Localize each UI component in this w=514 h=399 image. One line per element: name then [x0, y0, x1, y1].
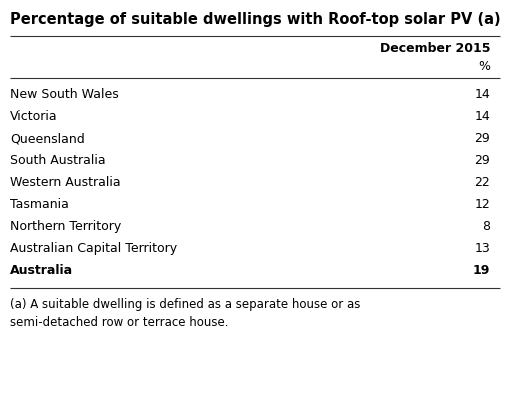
Text: 8: 8 — [482, 220, 490, 233]
Text: (a) A suitable dwelling is defined as a separate house or as: (a) A suitable dwelling is defined as a … — [10, 298, 360, 311]
Text: 29: 29 — [474, 132, 490, 145]
Text: Australian Capital Territory: Australian Capital Territory — [10, 242, 177, 255]
Text: Tasmania: Tasmania — [10, 198, 69, 211]
Text: %: % — [478, 60, 490, 73]
Text: Victoria: Victoria — [10, 110, 58, 123]
Text: Australia: Australia — [10, 264, 73, 277]
Text: 12: 12 — [474, 198, 490, 211]
Text: Western Australia: Western Australia — [10, 176, 121, 189]
Text: 22: 22 — [474, 176, 490, 189]
Text: 19: 19 — [473, 264, 490, 277]
Text: December 2015: December 2015 — [379, 42, 490, 55]
Text: semi-detached row or terrace house.: semi-detached row or terrace house. — [10, 316, 229, 329]
Text: 29: 29 — [474, 154, 490, 167]
Text: Queensland: Queensland — [10, 132, 85, 145]
Text: Percentage of suitable dwellings with Roof-top solar PV (a): Percentage of suitable dwellings with Ro… — [10, 12, 501, 27]
Text: South Australia: South Australia — [10, 154, 105, 167]
Text: New South Wales: New South Wales — [10, 88, 119, 101]
Text: 14: 14 — [474, 110, 490, 123]
Text: Northern Territory: Northern Territory — [10, 220, 121, 233]
Text: 14: 14 — [474, 88, 490, 101]
Text: 13: 13 — [474, 242, 490, 255]
